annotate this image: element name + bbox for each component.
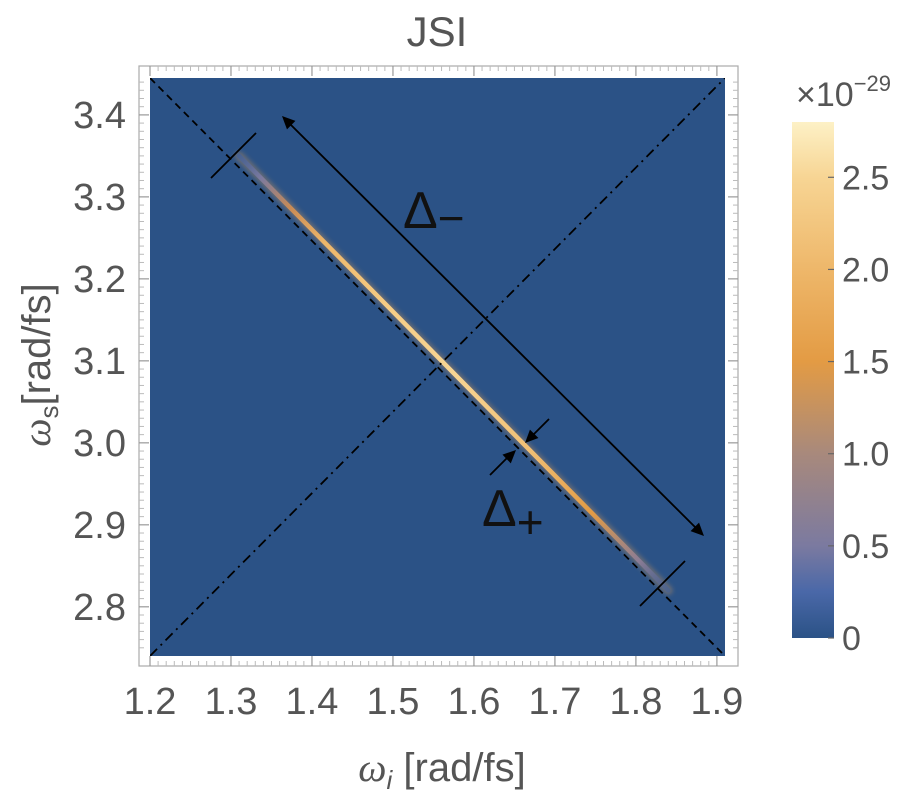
colorbar-tick-label: 0.5	[842, 528, 889, 566]
colorbar-tick-label: 1.0	[842, 436, 889, 474]
colorbar-scale-label: ×10−29	[796, 71, 891, 114]
dashdot-line	[150, 78, 725, 656]
y-tick-labels: 2.8 2.9 3.0 3.1 3.2 3.3 3.4	[73, 95, 126, 629]
delta-minus-base: Δ	[403, 182, 438, 240]
annotations: Δ−Δ+	[210, 116, 704, 607]
x-tick-label: 1.7	[529, 681, 582, 723]
y-axis-title: ωs[rad/fs]	[14, 283, 64, 447]
x-tick-labels: 1.2 1.3 1.4 1.5 1.6 1.7 1.8 1.9	[124, 681, 744, 723]
y-tick-label: 3.3	[73, 177, 126, 219]
x-tick-label: 1.8	[610, 681, 663, 723]
delta-minus-line	[289, 123, 697, 529]
delta-minus-arrowhead-top	[282, 116, 296, 130]
x-tick-label: 1.3	[205, 681, 258, 723]
delta-minus-arrowhead-bottom	[690, 522, 704, 536]
colorbar-tick-label: 1.5	[842, 344, 889, 382]
ridge-end-mark-top	[210, 132, 257, 179]
delta-plus-sub: +	[517, 496, 544, 548]
jsi-ridge	[234, 151, 673, 595]
y-tick-label: 3.2	[73, 259, 126, 301]
y-tick-label: 2.9	[73, 505, 126, 547]
delta-minus-sub: −	[438, 192, 465, 244]
reference-lines	[150, 78, 725, 656]
delta-plus-label: Δ+	[482, 480, 544, 548]
x-tick-label: 1.2	[124, 681, 177, 723]
colorbar-tick-label: 0	[842, 620, 861, 658]
ridge-core	[236, 153, 671, 593]
delta-plus-arrowhead-lower	[502, 450, 516, 464]
y-tick-label: 3.0	[73, 423, 126, 465]
delta-plus-arrowhead-upper	[525, 429, 539, 443]
axis-ticks	[139, 66, 738, 666]
colorbar-ticks: 0 0.5 1.0 1.5 2.0 2.5	[828, 159, 889, 658]
colorbar: 0 0.5 1.0 1.5 2.0 2.5 ×10−29	[792, 71, 891, 658]
x-tick-label: 1.4	[286, 681, 339, 723]
y-tick-label: 3.1	[73, 341, 126, 383]
x-tick-label: 1.6	[448, 681, 501, 723]
colorbar-tick-label: 2.5	[842, 159, 889, 197]
y-tick-label: 2.8	[73, 587, 126, 629]
x-tick-label: 1.9	[690, 681, 743, 723]
colorbar-gradient	[792, 122, 834, 638]
chart-title: JSI	[407, 8, 468, 55]
x-axis-title: ωi [rad/fs]	[358, 745, 525, 795]
plot-frame	[138, 65, 739, 667]
delta-minus-label: Δ−	[403, 182, 465, 244]
y-tick-label: 3.4	[73, 95, 126, 137]
delta-plus-base: Δ	[482, 480, 517, 538]
ridge-end-mark-bottom	[639, 560, 686, 607]
colorbar-tick-label: 2.0	[842, 251, 889, 289]
dashed-line	[150, 78, 725, 656]
x-tick-label: 1.5	[367, 681, 420, 723]
